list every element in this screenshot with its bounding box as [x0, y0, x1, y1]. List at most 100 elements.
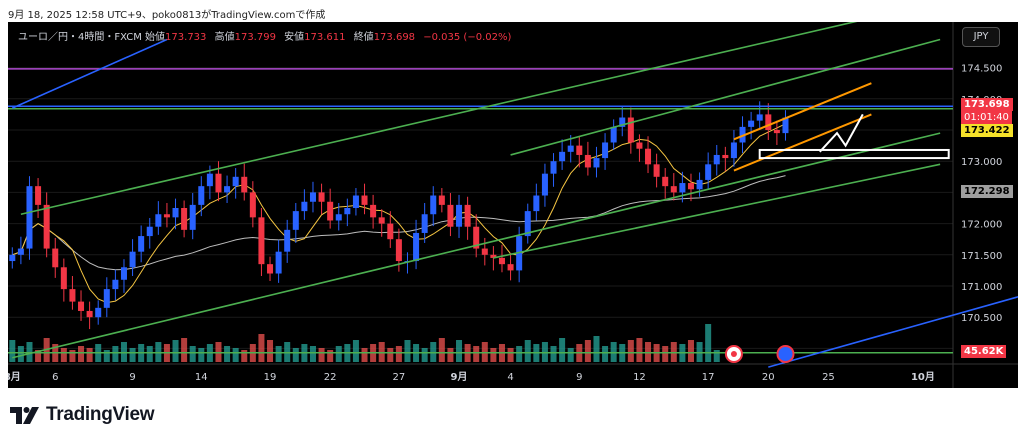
candle-body — [206, 173, 213, 187]
candle-body — [129, 251, 136, 268]
volume-bar — [172, 340, 179, 362]
ma-fast-line — [12, 123, 786, 304]
low-value: 173.611 — [304, 32, 346, 43]
volume-bar — [181, 338, 188, 362]
volume-bar — [447, 348, 454, 362]
x-tick-label: 8月 — [8, 371, 21, 383]
candle-body — [292, 211, 299, 230]
volume-bar — [438, 338, 445, 362]
candle-body — [456, 204, 463, 227]
candle-body — [602, 142, 609, 159]
volume-bar — [541, 342, 548, 362]
candle-body — [301, 201, 308, 212]
high-label: 高値 — [214, 32, 235, 43]
candle-body — [78, 301, 85, 311]
volume-bar — [267, 340, 274, 362]
volume-bar — [593, 336, 600, 362]
volume-bar — [258, 334, 265, 362]
candle-body — [241, 176, 248, 193]
candle-body — [559, 151, 566, 162]
candle-body — [653, 164, 660, 177]
x-tick-label: 4 — [507, 372, 513, 383]
candle-body — [198, 186, 205, 205]
currency-button[interactable]: JPY — [962, 27, 1000, 47]
countdown-tag: 01:01:40 — [961, 111, 1012, 124]
volume-bar — [86, 348, 93, 362]
volume-bar — [550, 346, 557, 362]
volume-bar — [35, 350, 42, 362]
chart-panel[interactable]: 174.500174.000173.500173.000172.500172.0… — [8, 22, 1018, 388]
candle-body — [619, 117, 626, 127]
x-tick-label: 9月 — [451, 371, 468, 383]
price-chart[interactable]: 174.500174.000173.500173.000172.500172.0… — [8, 22, 1018, 388]
chart-background — [8, 22, 1018, 388]
candle-body — [9, 254, 16, 262]
event-marker-icon — [776, 345, 795, 363]
close-label: 終値 — [353, 32, 374, 43]
candle-body — [593, 158, 600, 168]
candle-body — [490, 254, 497, 258]
candle-body — [249, 192, 256, 218]
x-tick-label: 14 — [195, 372, 208, 383]
candle-body — [344, 208, 351, 215]
candle-body — [765, 114, 772, 130]
candle-body — [645, 148, 652, 165]
ma-slow-tag: 172.298 — [961, 185, 1013, 198]
volume-bar — [395, 346, 402, 362]
volume-bar — [335, 346, 342, 362]
candle-body — [327, 201, 334, 221]
candle-body — [481, 248, 488, 255]
candle-body — [370, 204, 377, 218]
candle-body — [86, 310, 93, 318]
candle-body — [533, 195, 540, 212]
y-tick-label: 174.500 — [961, 64, 1002, 75]
candle-body — [696, 179, 703, 190]
trend-line — [11, 38, 168, 109]
candle-body — [103, 289, 110, 308]
candle-body — [112, 279, 119, 290]
trend-line — [733, 82, 872, 141]
candle-body — [215, 173, 222, 193]
ma-fast-tag: 173.422 — [961, 124, 1013, 137]
candle-body — [172, 208, 179, 218]
candle-body — [773, 130, 780, 134]
volume-bar — [189, 346, 196, 362]
candle-body — [224, 186, 231, 193]
candle-body — [189, 204, 196, 230]
volume-bar — [387, 348, 394, 362]
volume-bar — [224, 346, 231, 362]
candle-body — [146, 226, 153, 237]
candle-body — [138, 236, 145, 252]
close-value: 173.698 — [373, 32, 416, 43]
tradingview-brand[interactable]: TradingView — [10, 404, 155, 426]
x-tick-label: 9 — [129, 372, 135, 383]
volume-bar — [516, 346, 523, 362]
candle-body — [756, 114, 763, 121]
candle-body — [361, 195, 368, 205]
volume-bar — [198, 348, 205, 362]
trend-line — [493, 163, 941, 259]
trend-line — [768, 296, 1018, 368]
projection-path — [819, 113, 864, 153]
y-tick-label: 171.000 — [961, 282, 1002, 293]
volume-bar — [473, 346, 480, 362]
candle-body — [60, 267, 67, 290]
candle-body — [309, 192, 316, 202]
candle-body — [670, 186, 677, 193]
candle-body — [52, 248, 59, 268]
open-label: 始値 — [145, 32, 166, 43]
candle-body — [730, 142, 737, 159]
candle-body — [636, 142, 643, 149]
x-tick-label: 19 — [264, 372, 277, 383]
volume-bar — [17, 346, 24, 362]
candle-body — [413, 232, 420, 262]
volume-bar — [713, 350, 720, 362]
candle-body — [17, 248, 24, 255]
candle-body — [576, 145, 583, 155]
candle-body — [541, 173, 548, 196]
volume-bar — [78, 346, 85, 362]
candle-body — [69, 289, 76, 302]
volume-bar — [507, 348, 514, 362]
x-tick-label: 27 — [393, 372, 406, 383]
volume-bar — [627, 340, 634, 362]
